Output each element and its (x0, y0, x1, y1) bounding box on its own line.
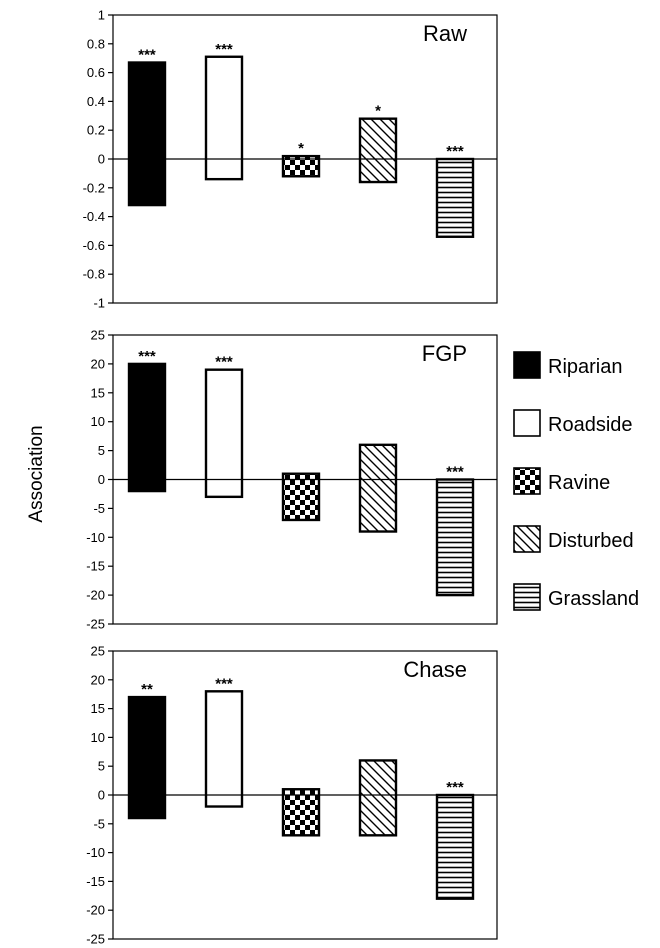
y-tick-label: 0 (98, 152, 105, 167)
bar-riparian (129, 364, 165, 491)
legend-label: Riparian (548, 356, 622, 378)
significance-roadside: *** (215, 675, 233, 692)
panel-title: Chase (403, 657, 467, 682)
y-tick-label: 25 (91, 644, 105, 659)
legend: Riparian Roadside Ravine Disturbed Grassland (514, 352, 639, 610)
legend-swatch (514, 526, 540, 552)
y-tick-label: 20 (91, 356, 105, 371)
y-tick-label: -20 (86, 588, 105, 603)
y-tick-label: -5 (93, 816, 105, 831)
bar-ravine (283, 474, 319, 520)
y-tick-label: 0 (98, 788, 105, 803)
legend-swatch (514, 468, 540, 494)
bar-disturbed (360, 445, 396, 532)
bar-disturbed (360, 760, 396, 835)
y-tick-label: 10 (91, 414, 105, 429)
panel-title: FGP (422, 341, 467, 366)
y-tick-label: 25 (91, 328, 105, 343)
y-tick-label: -0.8 (83, 267, 105, 282)
significance-grassland: *** (446, 779, 464, 796)
y-tick-label: -0.2 (83, 180, 105, 195)
y-tick-label: 5 (98, 443, 105, 458)
y-tick-label: 15 (91, 385, 105, 400)
y-tick-label: -25 (86, 932, 105, 947)
y-tick-label: 0.2 (87, 123, 105, 138)
significance-grassland: *** (446, 464, 464, 481)
legend-item-disturbed: Disturbed (514, 526, 634, 552)
significance-disturbed: * (375, 103, 381, 120)
y-tick-label: -10 (86, 845, 105, 860)
bar-grassland (437, 480, 473, 596)
legend-label: Disturbed (548, 530, 634, 552)
y-tick-label: -1 (93, 296, 105, 311)
y-tick-label: -20 (86, 903, 105, 918)
legend-label: Roadside (548, 414, 633, 436)
y-tick-label: 0.4 (87, 94, 105, 109)
y-tick-label: -15 (86, 874, 105, 889)
y-tick-label: 0 (98, 472, 105, 487)
y-tick-label: 15 (91, 701, 105, 716)
significance-riparian: *** (138, 348, 156, 365)
bar-grassland (437, 159, 473, 237)
legend-swatch (514, 584, 540, 610)
bar-riparian (129, 697, 165, 818)
legend-swatch (514, 410, 540, 436)
significance-roadside: *** (215, 41, 233, 58)
panel-fgp: 25 20 15 10 5 0 -5 -10 -15 -20 -25 *** *** *** FGP (86, 328, 497, 632)
y-tick-label: 5 (98, 759, 105, 774)
bar-disturbed (360, 119, 396, 182)
significance-grassland: *** (446, 143, 464, 160)
legend-label: Grassland (548, 588, 639, 610)
y-tick-label: -0.6 (83, 238, 105, 253)
y-tick-label: -10 (86, 530, 105, 545)
legend-swatch (514, 352, 540, 378)
y-tick-label: 0.6 (87, 65, 105, 80)
bar-roadside (206, 57, 242, 179)
legend-item-ravine: Ravine (514, 468, 610, 494)
y-tick-label: 0.8 (87, 36, 105, 51)
legend-item-riparian: Riparian (514, 352, 622, 378)
significance-ravine: * (298, 140, 304, 157)
significance-riparian: ** (141, 681, 153, 698)
y-tick-label: 10 (91, 730, 105, 745)
significance-roadside: *** (215, 354, 233, 371)
bar-roadside (206, 691, 242, 806)
legend-item-grassland: Grassland (514, 584, 639, 610)
legend-item-roadside: Roadside (514, 410, 633, 436)
panel-title: Raw (423, 21, 467, 46)
y-tick-label: -25 (86, 617, 105, 632)
y-tick-label: 1 (98, 8, 105, 23)
bar-ravine (283, 789, 319, 835)
y-tick-label: -0.4 (83, 209, 105, 224)
panel-raw: 10.80.60.40.20-0.2-0.4-0.6-0.8-1*** *****… (83, 8, 497, 311)
bar-riparian (129, 63, 165, 206)
legend-label: Ravine (548, 472, 610, 494)
y-axis-label: Association (26, 425, 47, 522)
y-tick-label: 20 (91, 672, 105, 687)
y-tick-label: -5 (93, 501, 105, 516)
bar-grassland (437, 795, 473, 899)
y-tick-label: -15 (86, 559, 105, 574)
significance-riparian: *** (138, 47, 156, 64)
bar-roadside (206, 370, 242, 497)
